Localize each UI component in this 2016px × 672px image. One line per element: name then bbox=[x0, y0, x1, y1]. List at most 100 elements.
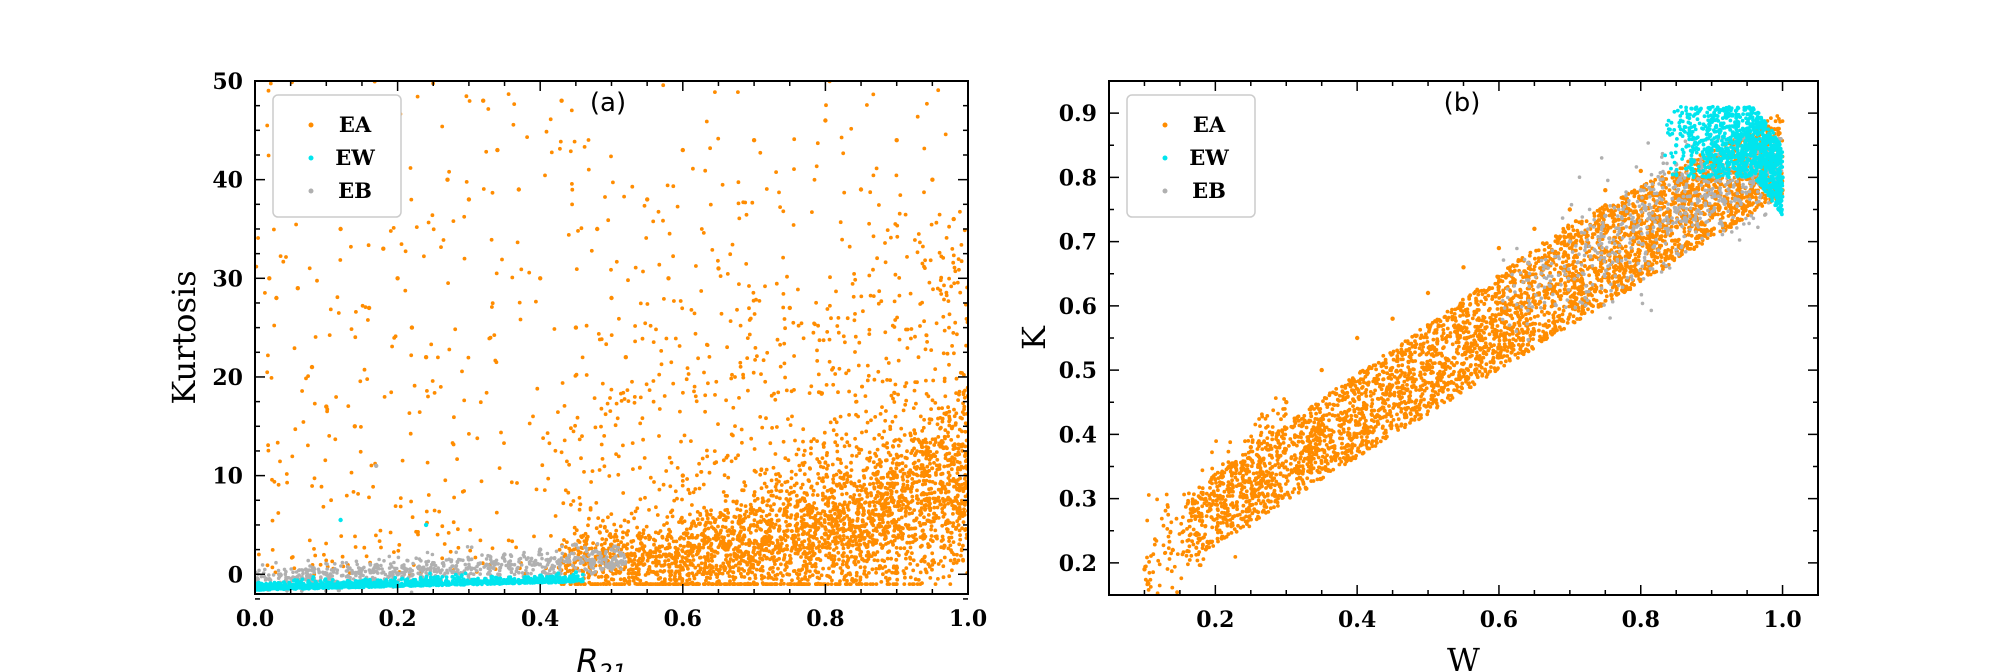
point-EA bbox=[824, 103, 828, 108]
point-EA bbox=[362, 367, 367, 372]
point-EA bbox=[867, 273, 872, 278]
point-EA bbox=[796, 287, 800, 292]
point-EA bbox=[957, 516, 961, 521]
point-EA bbox=[921, 537, 926, 541]
point-EB bbox=[425, 550, 430, 555]
point-EA bbox=[664, 469, 669, 473]
point-EA bbox=[443, 478, 448, 483]
point-EB bbox=[325, 567, 330, 571]
point-EA bbox=[758, 568, 763, 573]
point-EB bbox=[609, 566, 613, 570]
point-EA bbox=[947, 535, 951, 540]
point-EB bbox=[416, 566, 421, 571]
point-EA bbox=[953, 320, 958, 325]
point-EA bbox=[746, 556, 751, 561]
point-EA bbox=[706, 535, 710, 540]
point-EA bbox=[926, 513, 931, 517]
point-EA bbox=[638, 497, 643, 502]
point-EA bbox=[817, 576, 822, 581]
point-EA bbox=[672, 299, 676, 303]
point-EA bbox=[783, 375, 787, 380]
point-EA bbox=[797, 463, 802, 468]
point-EA bbox=[861, 519, 865, 524]
point-EA bbox=[758, 415, 763, 419]
point-EA bbox=[575, 415, 580, 420]
point-EA bbox=[893, 481, 897, 486]
point-EA bbox=[850, 543, 855, 548]
point-EA bbox=[962, 482, 967, 486]
point-EA bbox=[502, 441, 506, 445]
point-EA bbox=[826, 582, 830, 586]
point-EA bbox=[670, 514, 675, 519]
point-EA bbox=[858, 187, 864, 192]
point-EA bbox=[725, 272, 730, 276]
point-EA bbox=[947, 451, 952, 456]
point-EA bbox=[768, 524, 773, 529]
point-EA bbox=[497, 466, 502, 470]
point-EA bbox=[764, 484, 769, 489]
point-EB bbox=[550, 563, 555, 568]
point-EA bbox=[956, 447, 961, 451]
point-EA bbox=[895, 455, 900, 460]
point-EB bbox=[421, 565, 426, 570]
point-EA bbox=[771, 548, 775, 553]
point-EA bbox=[694, 264, 698, 268]
point-EA bbox=[942, 505, 947, 509]
point-EA bbox=[872, 436, 877, 441]
point-EA bbox=[943, 412, 948, 417]
point-EA bbox=[256, 236, 260, 240]
point-EA bbox=[479, 479, 484, 484]
point-EA bbox=[838, 579, 842, 583]
point-EA bbox=[609, 387, 614, 392]
point-EA bbox=[950, 568, 954, 573]
point-EA bbox=[830, 494, 835, 499]
point-EA bbox=[783, 456, 788, 461]
point-EA bbox=[958, 443, 962, 447]
point-EA bbox=[615, 538, 620, 543]
point-EA bbox=[801, 517, 806, 522]
point-EA bbox=[606, 218, 611, 223]
point-EA bbox=[955, 471, 960, 475]
point-EA bbox=[795, 499, 800, 503]
point-EA bbox=[821, 442, 826, 447]
point-EA bbox=[826, 555, 831, 560]
point-EA bbox=[785, 274, 789, 279]
point-EA bbox=[553, 514, 558, 518]
point-EA bbox=[764, 416, 768, 421]
point-EA bbox=[915, 582, 920, 586]
point-EA bbox=[682, 560, 686, 565]
point-EA bbox=[872, 377, 877, 382]
point-EA bbox=[846, 571, 851, 576]
point-EA bbox=[775, 572, 780, 577]
point-EA bbox=[643, 495, 647, 500]
point-EA bbox=[802, 496, 807, 501]
point-EA bbox=[725, 345, 729, 350]
point-EA bbox=[794, 571, 799, 576]
point-EA bbox=[907, 534, 911, 539]
point-EA bbox=[804, 564, 809, 569]
point-EA bbox=[626, 399, 631, 403]
point-EB bbox=[542, 570, 547, 575]
point-EA bbox=[603, 412, 608, 417]
point-EA bbox=[738, 514, 743, 519]
point-EA bbox=[447, 169, 451, 174]
point-EA bbox=[633, 339, 637, 344]
point-EB bbox=[531, 568, 535, 572]
point-EA bbox=[877, 501, 882, 506]
point-EA bbox=[854, 484, 859, 489]
point-EA bbox=[586, 138, 591, 142]
point-EA bbox=[562, 438, 567, 443]
point-EA bbox=[645, 302, 650, 306]
point-EA bbox=[955, 493, 960, 498]
point-EA bbox=[731, 575, 735, 579]
point-EA bbox=[950, 479, 955, 483]
point-EA bbox=[782, 317, 787, 321]
point-EA bbox=[464, 180, 469, 184]
point-EA bbox=[570, 187, 575, 192]
point-EA bbox=[898, 193, 903, 198]
point-EA bbox=[769, 517, 774, 522]
point-EA bbox=[431, 227, 436, 232]
point-EA bbox=[743, 550, 748, 555]
point-EA bbox=[640, 552, 645, 557]
point-EA bbox=[915, 488, 919, 493]
